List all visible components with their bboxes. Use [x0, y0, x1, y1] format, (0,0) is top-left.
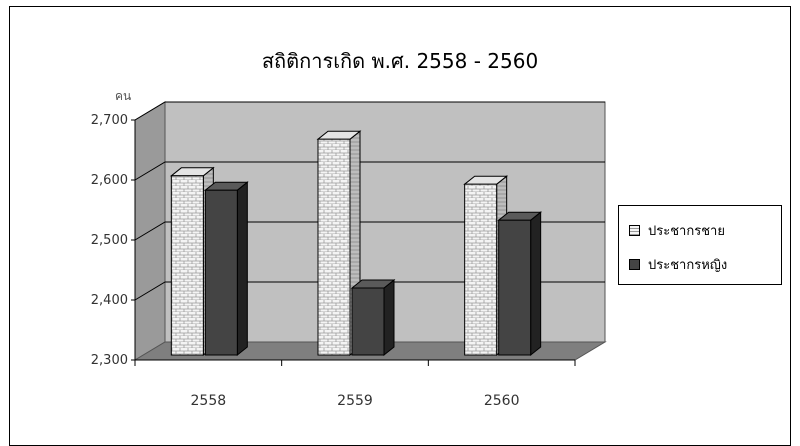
bar-female-2560-side — [530, 211, 542, 357]
legend: ประชากรชาย ประชากรหญิง — [618, 205, 782, 285]
legend-swatch-female — [629, 258, 640, 270]
x-tick-label: 2559 — [337, 393, 373, 409]
bar-female-2560 — [498, 219, 532, 356]
y-tick-label: 2,300 — [91, 353, 128, 368]
bar-chart-3d: 2,300 2,400 2,500 2,600 2,700 2558 2559 2560 — [91, 101, 607, 409]
legend-item-female: ประชากรหญิง — [629, 256, 728, 273]
gridline — [134, 101, 605, 121]
bar-female-2558-side — [236, 181, 248, 357]
gridline — [134, 221, 605, 241]
gridline — [134, 161, 605, 181]
bar-female-2559 — [351, 287, 385, 356]
gridline — [134, 281, 605, 301]
bar-male-2558 — [170, 175, 204, 356]
bar-female-2558 — [204, 189, 238, 356]
legend-label-female: ประชากรหญิง — [648, 257, 728, 273]
y-axis-unit-label: คน — [115, 89, 132, 103]
legend-label-male: ประชากรชาย — [648, 223, 725, 239]
y-tick-label: 2,700 — [91, 113, 128, 128]
legend-item-male: ประชากรชาย — [629, 222, 725, 239]
x-tick-label: 2558 — [191, 393, 227, 409]
chart-title: สถิติการเกิด พ.ศ. 2558 - 2560 — [261, 49, 539, 73]
y-tick-label: 2,600 — [91, 173, 128, 188]
bar-male-2559 — [317, 138, 351, 356]
y-tick-label: 2,500 — [91, 233, 128, 248]
x-tick-label: 2560 — [484, 393, 520, 409]
legend-swatch-male — [629, 224, 640, 236]
y-tick-label: 2,400 — [91, 293, 128, 308]
bar-male-2560 — [464, 183, 498, 356]
bar-female-2559-side — [383, 278, 395, 357]
